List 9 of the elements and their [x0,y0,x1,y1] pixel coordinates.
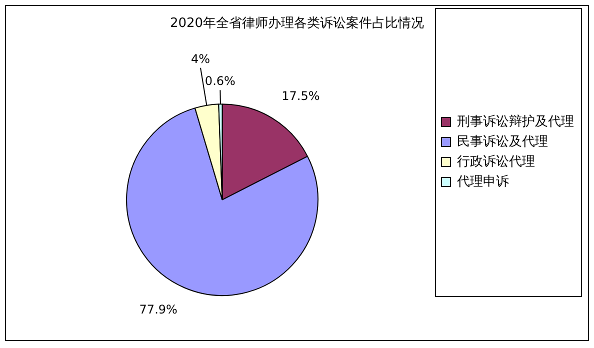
legend-label: 民事诉讼及代理 [457,134,548,150]
legend-label: 行政诉讼代理 [457,154,535,170]
data-label: 4% [190,52,210,66]
data-label: 0.6% [204,74,236,88]
legend-label: 刑事诉讼辩护及代理 [457,113,574,130]
text: 2020年全省律师办理各类诉讼案件占比情况 [170,15,424,32]
data-label: 17.5% [282,88,320,103]
data-label: 77.9% [139,302,178,316]
legend-label: 代理申诉 [456,174,509,190]
